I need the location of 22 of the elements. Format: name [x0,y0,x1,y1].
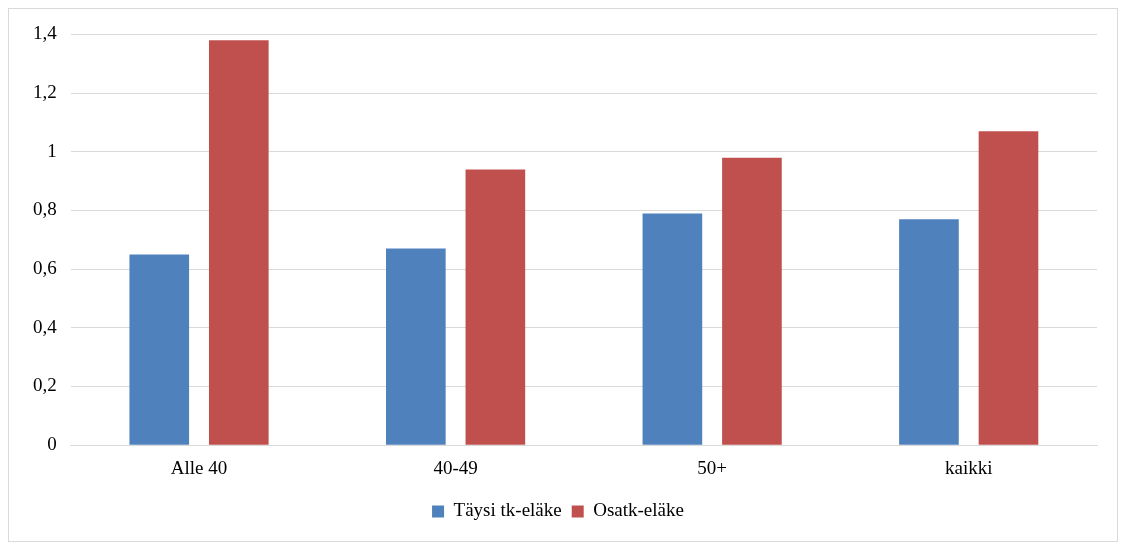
bar [386,248,446,445]
legend-label: Täysi tk-eläke [453,499,562,521]
y-tick-label: 0,4 [33,315,58,337]
x-tick-label: Alle 40 [170,456,228,478]
x-tick-label: kaikki [944,456,993,478]
y-tick-label: 1 [47,139,57,161]
x-tick-label: 40-49 [433,456,478,478]
x-tick-label: 50+ [697,456,728,478]
y-tick-label: 1,4 [33,22,58,44]
y-tick-label: 0,2 [33,374,57,396]
bar [722,157,782,445]
bar [208,40,269,445]
bar [129,254,190,445]
legend-label: Osatk-eläke [593,499,684,521]
bar [899,219,959,445]
bar [978,131,1039,445]
y-tick-label: 0,6 [33,257,57,279]
bar [642,213,703,445]
bar [465,169,526,445]
y-tick-label: 0 [47,433,57,455]
y-tick-label: 1,2 [33,81,57,103]
y-tick-label: 0,8 [33,198,57,220]
